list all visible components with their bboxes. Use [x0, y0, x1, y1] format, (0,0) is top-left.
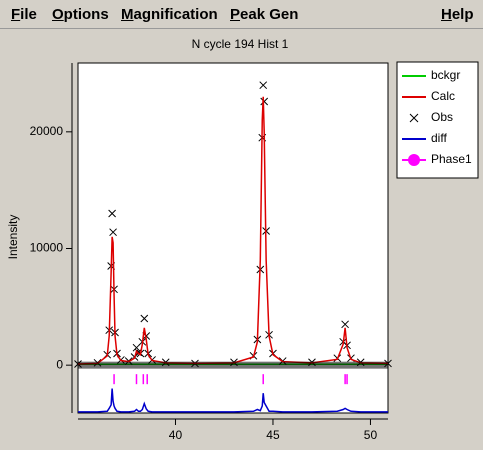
obs-marker [132, 343, 141, 352]
legend-label: Calc [431, 89, 455, 103]
menu-options[interactable]: Options [52, 6, 109, 23]
legend-label: Obs [431, 110, 453, 124]
y-tick-label: 20000 [30, 124, 64, 138]
x-tick-label: 40 [169, 428, 183, 442]
menu-magnification[interactable]: Magnification [121, 6, 218, 23]
legend-label: Phase1 [431, 152, 472, 166]
menu-bar: File Options Magnification Peak Gen Help [0, 0, 483, 29]
menu-file[interactable]: File [11, 6, 37, 23]
legend-label: diff [431, 131, 447, 145]
legend-symbol [409, 113, 419, 123]
legend-label: bckgr [431, 68, 460, 82]
obs-marker [341, 320, 349, 329]
chart-title: N cycle 194 Hist 1 [192, 37, 289, 51]
obs-baseline-band [78, 361, 388, 369]
x-tick-label: 50 [364, 428, 378, 442]
y-tick-label: 10000 [30, 241, 64, 255]
plot-area [77, 62, 389, 414]
obs-marker [260, 97, 269, 106]
obs-marker [259, 81, 268, 90]
x-tick-label: 45 [266, 428, 280, 442]
menu-peak-gen[interactable]: Peak Gen [230, 6, 299, 23]
menu-help[interactable]: Help [441, 6, 474, 23]
y-axis-label: Intensity [6, 215, 20, 260]
obs-marker [108, 209, 116, 218]
y-tick-label: 0 [56, 357, 63, 371]
legend-symbol [408, 154, 420, 166]
obs-marker [140, 314, 149, 323]
diff-line [78, 388, 388, 413]
obs-marker [109, 228, 117, 237]
